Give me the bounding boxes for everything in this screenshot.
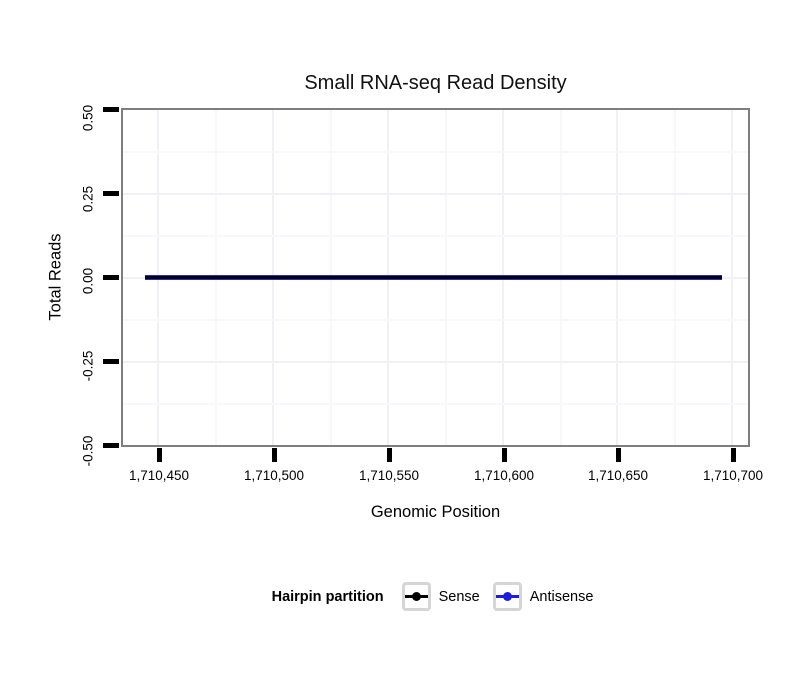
legend-label-sense: Sense [438,588,480,605]
x-axis-title: Genomic Position [370,503,501,521]
read-density-overlap-line [145,275,722,280]
y-tick-label: 0.25 [80,185,96,213]
y-tick-label: -0.25 [80,350,96,382]
x-tick-mark [387,448,392,462]
antisense-line-dot-icon [492,582,522,611]
x-tick-mark [272,448,277,462]
y-tick-mark [103,443,119,448]
plot-panel [121,108,750,447]
y-tick-label: 0.50 [80,104,96,132]
x-tick-mark [616,448,621,462]
legend: Hairpin partition Sense Antisense [0,582,810,611]
x-tick-mark [731,448,736,462]
x-tick-label: 1,710,500 [243,468,305,483]
gridline-h-minor [123,319,748,321]
gridline-h-minor [123,235,748,237]
x-tick-mark [157,448,162,462]
x-tick-label: 1,710,700 [702,468,764,483]
x-tick-mark [502,448,507,462]
chart-title: Small RNA-seq Read Density [304,72,567,94]
legend-entry-sense: Sense [401,582,480,611]
y-tick-mark [103,107,119,112]
x-tick-label: 1,710,650 [587,468,649,483]
sense-dot-glyph [411,592,421,601]
gridline-h-major [123,193,748,195]
gridline-h-minor [123,151,748,153]
y-tick-mark [103,191,119,196]
y-tick-mark [103,275,119,280]
x-tick-label: 1,710,450 [128,468,190,483]
y-tick-label: 0.00 [80,267,96,295]
y-tick-mark [103,359,119,364]
legend-title: Hairpin partition [271,588,384,605]
x-tick-label: 1,710,600 [473,468,535,483]
y-tick-label: -0.50 [80,435,96,467]
legend-label-antisense: Antisense [529,588,594,605]
gridline-h-major [123,361,748,363]
legend-entry-antisense: Antisense [492,582,594,611]
antisense-dot-glyph [502,592,512,601]
sense-line-dot-icon [401,582,431,611]
y-axis-title: Total Reads [46,233,65,321]
x-tick-label: 1,710,550 [358,468,420,483]
gridline-h-minor [123,403,748,405]
